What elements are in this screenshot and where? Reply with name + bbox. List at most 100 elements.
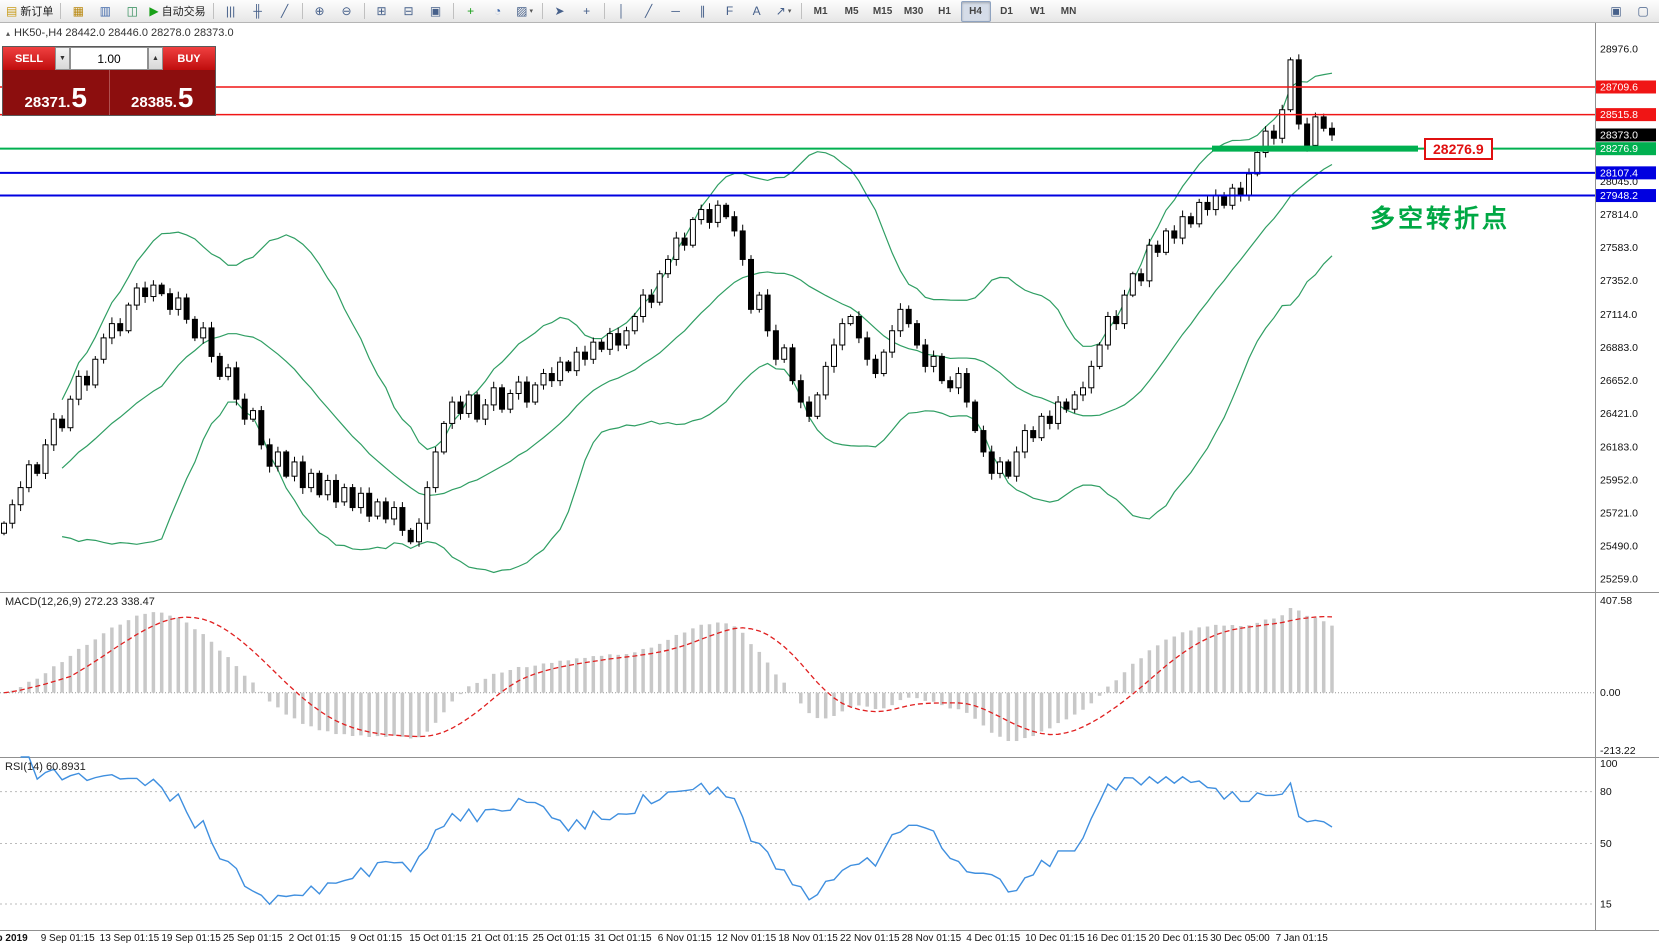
toolbar-separator [363,3,365,19]
timeframe-mn-button[interactable]: MN [1060,5,1077,17]
channel-button[interactable]: ∥ [690,1,716,22]
svg-text:22 Nov 01:15: 22 Nov 01:15 [840,933,900,944]
svg-text:27948.2: 27948.2 [1600,190,1638,202]
trendline-button[interactable]: ╱ [636,1,662,22]
toolbar-separator [541,3,543,19]
template-button[interactable]: ▨ ▾ [512,1,538,22]
autotrade-play-icon: ▶ [149,4,159,18]
cursor-button[interactable]: ➤ [547,1,573,22]
zoom-in-button[interactable]: ⊕ [307,1,333,22]
svg-text:12 Nov 01:15: 12 Nov 01:15 [717,933,777,944]
chart-window-button[interactable]: ▣ [1603,1,1629,22]
autotrading-button[interactable]: ▶ 自动交易 [146,1,208,22]
turning-point-annotation[interactable]: 多空转折点 [1370,205,1511,233]
volume-increase-button[interactable]: ▲ [148,47,163,70]
text-tool-button[interactable]: A [744,1,770,22]
chevron-down-icon: ▾ [529,8,533,15]
svg-text:80: 80 [1600,786,1612,798]
cascade-windows-icon: ▣ [429,4,442,18]
crosshair-button[interactable]: + [574,1,600,22]
arrows-tool-button[interactable]: ↗ ▾ [771,1,797,22]
zoom-out-icon: ⊖ [341,4,352,18]
navigator-button[interactable]: ◫ [119,1,145,22]
toolbar-separator [301,3,303,19]
volume-decrease-button[interactable]: ▼ [55,47,70,70]
tile-windows-icon: ⊞ [376,4,387,18]
svg-text:9 Sep 01:15: 9 Sep 01:15 [41,933,95,944]
arrange-windows-button[interactable]: ⊟ [396,1,422,22]
pane-separators[interactable] [0,23,1659,931]
bar-chart-button[interactable]: ||| [218,1,244,22]
svg-text:9 Oct 01:15: 9 Oct 01:15 [350,933,402,944]
timeframe-m30-button[interactable]: M30 [903,5,924,17]
svg-text:407.58: 407.58 [1600,595,1632,607]
charts-button[interactable]: ▦ [65,1,91,22]
price-axis[interactable]: 28976.028045.027814.027583.027352.027114… [1596,44,1656,586]
svg-text:21 Oct 01:15: 21 Oct 01:15 [471,933,529,944]
data-window-button[interactable]: ▥ [92,1,118,22]
svg-text:28976.0: 28976.0 [1600,44,1638,56]
timeframe-m15-button[interactable]: M15 [872,5,893,17]
svg-text:25490.0: 25490.0 [1600,541,1638,553]
sell-price[interactable]: 28371. 5 [3,70,110,115]
svg-text:10 Dec 01:15: 10 Dec 01:15 [1025,933,1085,944]
timeframe-h1-button[interactable]: H1 [938,5,951,17]
price-tag [1596,80,1656,94]
buy-button[interactable]: BUY [163,47,215,70]
price-tag [1596,166,1656,180]
macd-signal-line [3,615,1333,738]
add-indicator-button[interactable]: + [458,1,484,22]
collapse-trade-panel-icon[interactable]: ▴ [6,29,11,38]
tile-windows-button[interactable]: ⊞ [369,1,395,22]
window-icon: ▣ [1610,4,1622,18]
vertical-line-button[interactable]: │ [609,1,635,22]
chart-properties-button[interactable]: ▢ [1630,1,1656,22]
text-icon: A [752,4,761,18]
symbol-info-bar: ▴ HK50-,H4 28442.0 28446.0 28278.0 28373.… [6,27,234,39]
new-order-button[interactable]: ▤ 新订单 [3,1,56,22]
timeframe-w1-button[interactable]: W1 [1030,5,1046,17]
timeframe-m1-button[interactable]: M1 [813,5,828,17]
svg-text:28709.6: 28709.6 [1600,81,1638,93]
vertical-line-icon: │ [617,4,626,18]
sell-button[interactable]: SELL [3,47,55,70]
horizontal-line-button[interactable]: ─ [663,1,689,22]
svg-text:27352.0: 27352.0 [1600,275,1638,287]
toolbar-separator [800,3,802,19]
cascade-windows-button[interactable]: ▣ [423,1,449,22]
period-button[interactable]: ◔ [485,1,511,22]
svg-text:25952.0: 25952.0 [1600,475,1638,487]
svg-text:7 Jan 01:15: 7 Jan 01:15 [1276,933,1329,944]
timeframe-m5-button[interactable]: M5 [844,5,859,17]
template-icon: ▨ [516,4,528,18]
zoom-out-button[interactable]: ⊖ [334,1,360,22]
line-chart-button[interactable]: ╱ [272,1,298,22]
channel-icon: ∥ [699,4,706,18]
toolbar-separator [212,3,214,19]
price-level-lines[interactable] [0,86,1595,197]
line-chart-icon: ╱ [280,4,289,18]
svg-text:31 Oct 01:15: 31 Oct 01:15 [594,933,652,944]
svg-text:100: 100 [1600,758,1618,770]
zoom-in-icon: ⊕ [314,4,325,18]
cursor-icon: ➤ [554,4,565,18]
buy-price[interactable]: 28385. 5 [110,70,216,115]
rsi-pane [0,756,1595,906]
price-level-callout[interactable]: 28276.9 [1424,138,1493,160]
timeframe-d1-button[interactable]: D1 [1000,5,1013,17]
timeframe-h4-button[interactable]: H4 [960,0,991,22]
svg-text:26421.0: 26421.0 [1600,408,1638,420]
svg-text:25 Sep 01:15: 25 Sep 01:15 [223,933,283,944]
bollinger-bands [61,72,1333,574]
fibonacci-button[interactable]: F [717,1,743,22]
candlestick-chart-button[interactable]: ╫ [245,1,271,22]
new-order-icon: ▤ [6,4,18,18]
svg-text:26883.0: 26883.0 [1600,342,1638,354]
volume-input[interactable] [70,47,148,70]
toolbar-separator [452,3,454,19]
symbol-ohlc-text: HK50-,H4 28442.0 28446.0 28278.0 28373.0 [14,27,234,39]
svg-text:13 Sep 01:15: 13 Sep 01:15 [100,933,160,944]
svg-text:28107.4: 28107.4 [1600,167,1638,179]
